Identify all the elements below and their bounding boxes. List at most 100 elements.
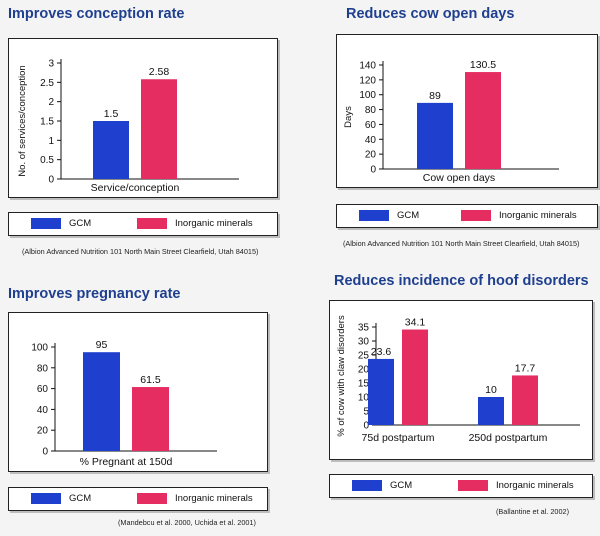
y-tick-label: 15	[358, 379, 370, 390]
legend-label-gcm: GCM	[397, 210, 420, 221]
data-label-inorganic: 17.7	[515, 362, 536, 374]
credit-hoof: (Ballantine et al. 2002)	[496, 507, 570, 516]
data-label-inorganic: 34.1	[405, 317, 426, 329]
legend-item-gcm: GCM	[31, 493, 91, 504]
credit-pregnancy: (Mandebcu et al. 2000, Uchida et al. 200…	[118, 518, 256, 527]
chart-title-hoof: Reduces incidence of hoof disorders	[334, 273, 589, 289]
y-tick-label: 20	[365, 150, 377, 161]
category-label: 75d postpartum	[362, 432, 435, 444]
y-tick-label: 0	[42, 447, 48, 458]
data-label-inorganic: 2.58	[149, 66, 170, 78]
bar-gcm	[83, 352, 120, 451]
pregnancy-rate-chart: 0 20 40 60 80 100 95 61.5 % Pregnant at 150d	[31, 339, 217, 468]
credit-open-days: (Albion Advanced Nutrition 101 North Mai…	[343, 239, 580, 248]
y-tick-label: 2	[48, 97, 54, 108]
data-label-gcm: 1.5	[104, 108, 119, 120]
bar-inorganic	[512, 375, 538, 425]
chart-box-pregnancy: 0 20 40 60 80 100 95 61.5 % Pregnant at 150d	[8, 312, 268, 472]
legend-item-inorganic: Inorganic minerals	[137, 218, 253, 229]
y-tick-label: 140	[359, 61, 376, 72]
data-label-gcm: 10	[485, 384, 497, 396]
y-tick-label: 25	[358, 351, 370, 362]
inorganic-swatch	[137, 218, 167, 229]
legend-item-inorganic: Inorganic minerals	[137, 493, 253, 504]
gcm-swatch	[31, 218, 61, 229]
legend-item-gcm: GCM	[31, 218, 91, 229]
bar-inorganic	[465, 72, 501, 169]
legend-item-gcm: GCM	[352, 480, 412, 491]
gcm-swatch	[352, 480, 382, 491]
y-tick-label: 0.5	[40, 155, 54, 166]
data-label-inorganic: 61.5	[140, 374, 161, 386]
y-tick-label: 0	[363, 421, 369, 432]
y-tick-label: 100	[359, 90, 376, 101]
conception-rate-chart: 0 0.5 1 1.5 2 2.5 3 No. of services/conception 1…	[17, 59, 239, 194]
chart-box-conception: 0 0.5 1 1.5 2 2.5 3 No. of services/conception 1…	[8, 38, 278, 198]
bar-inorganic	[402, 329, 428, 425]
bar-gcm	[478, 397, 504, 425]
category-label: Service/conception	[91, 182, 180, 194]
data-label-inorganic: 130.5	[470, 59, 496, 71]
y-tick-label: 60	[365, 120, 377, 131]
y-tick-label: 40	[37, 405, 49, 416]
inorganic-swatch	[461, 210, 491, 221]
chart-title-pregnancy: Improves pregnancy rate	[8, 286, 181, 302]
data-label-gcm: 23.6	[371, 346, 392, 358]
y-tick-label: 60	[37, 384, 49, 395]
bar-gcm	[93, 121, 129, 179]
y-tick-label: 100	[31, 343, 48, 354]
y-axis-label: Days	[343, 106, 354, 128]
y-tick-label: 10	[358, 393, 370, 404]
gcm-swatch	[359, 210, 389, 221]
y-tick-label: 3	[48, 59, 54, 70]
legend-label-inorganic: Inorganic minerals	[175, 493, 253, 504]
legend-label-inorganic: Inorganic minerals	[496, 480, 574, 491]
legend-label-gcm: GCM	[69, 493, 92, 504]
y-tick-label: 80	[365, 105, 377, 116]
data-label-gcm: 89	[429, 90, 441, 102]
credit-conception: (Albion Advanced Nutrition 101 North Mai…	[22, 247, 259, 256]
legend-label-gcm: GCM	[69, 218, 92, 229]
data-label-gcm: 95	[96, 339, 108, 351]
y-tick-label: 20	[37, 426, 49, 437]
y-tick-label: 1	[48, 136, 54, 147]
chart-title-open-days: Reduces cow open days	[346, 6, 515, 22]
hoof-disorders-chart: 0 5 10 15 20 25 30 35 % of cow with claw disorde…	[336, 315, 580, 444]
inorganic-swatch	[458, 480, 488, 491]
chart-box-hoof: 0 5 10 15 20 25 30 35 % of cow with claw disorde…	[329, 300, 593, 460]
legend-item-inorganic: Inorganic minerals	[458, 480, 574, 491]
legend-label-inorganic: Inorganic minerals	[499, 210, 577, 221]
y-tick-label: 2.5	[40, 78, 54, 89]
chart-box-open-days: 0 20 40 60 80 100 120 140 Days 89 130.5 Cow open da…	[336, 34, 598, 188]
open-days-chart: 0 20 40 60 80 100 120 140 Days 89 130.5 Cow open da…	[343, 59, 559, 184]
y-tick-label: 20	[358, 365, 370, 376]
y-tick-label: 0	[48, 175, 54, 186]
category-label: 250d postpartum	[469, 432, 548, 444]
chart-title-conception: Improves conception rate	[8, 6, 185, 22]
y-tick-label: 0	[370, 165, 376, 176]
bar-inorganic	[141, 79, 177, 179]
inorganic-swatch	[137, 493, 167, 504]
y-axis-label: % of cow with claw disorders	[336, 315, 347, 437]
y-tick-label: 5	[363, 407, 369, 418]
category-label: Cow open days	[423, 172, 495, 184]
y-tick-label: 35	[358, 323, 370, 334]
legend-item-gcm: GCM	[359, 210, 419, 221]
y-tick-label: 40	[365, 135, 377, 146]
legend-item-inorganic: Inorganic minerals	[461, 210, 577, 221]
bar-inorganic	[132, 387, 169, 451]
legend-label-inorganic: Inorganic minerals	[175, 218, 253, 229]
gcm-swatch	[31, 493, 61, 504]
legend-hoof: GCM Inorganic minerals	[329, 474, 593, 498]
bar-gcm	[368, 358, 394, 425]
y-tick-label: 1.5	[40, 117, 54, 128]
legend-conception: GCM Inorganic minerals	[8, 212, 278, 236]
y-tick-label: 120	[359, 75, 376, 86]
y-tick-label: 80	[37, 363, 49, 374]
legend-pregnancy: GCM Inorganic minerals	[8, 487, 268, 511]
y-tick-label: 30	[358, 337, 370, 348]
category-label: % Pregnant at 150d	[80, 456, 173, 468]
y-axis-label: No. of services/conception	[17, 65, 28, 176]
legend-label-gcm: GCM	[390, 480, 413, 491]
bar-gcm	[417, 102, 453, 169]
